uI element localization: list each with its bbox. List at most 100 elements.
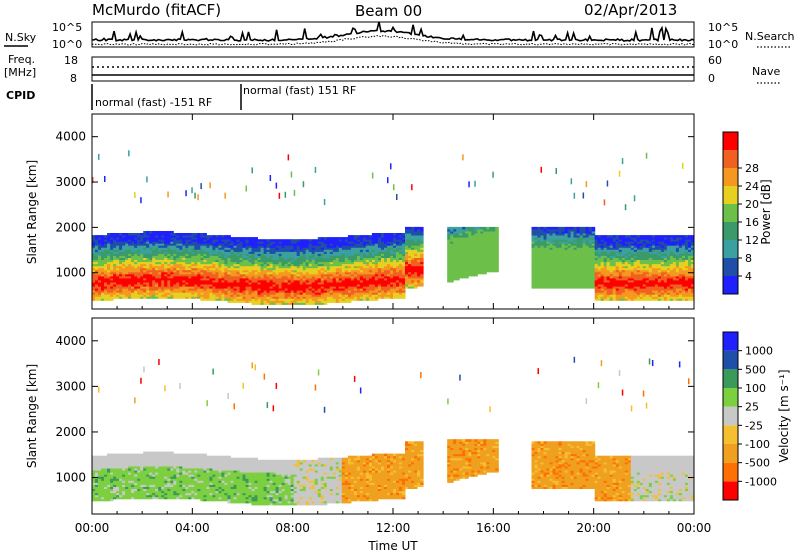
power-cell <box>317 300 322 303</box>
power-cell <box>537 253 541 256</box>
power-cell <box>531 269 535 273</box>
power-cell <box>104 292 108 295</box>
power-cell <box>290 275 295 279</box>
power-cell <box>278 241 283 244</box>
power-cell <box>182 241 186 244</box>
power-cell <box>417 284 421 287</box>
power-cell <box>609 263 614 267</box>
power-cell <box>405 249 409 252</box>
power-cell <box>537 235 541 238</box>
power-cell <box>570 245 575 248</box>
power-cell <box>212 282 216 285</box>
power-cell <box>155 269 159 273</box>
power-cell <box>275 249 280 252</box>
power-cell <box>101 259 105 263</box>
power-cell <box>453 265 457 269</box>
power-cell <box>320 275 325 279</box>
power-cell <box>248 277 252 281</box>
power-cell <box>122 237 126 240</box>
power-cell <box>326 251 331 254</box>
power-cell <box>95 294 99 297</box>
power-cell <box>275 263 280 267</box>
power-cell <box>206 275 210 279</box>
power-cell <box>185 237 189 240</box>
power-cell <box>347 261 352 265</box>
power-cell <box>387 275 391 279</box>
power-cell <box>329 267 334 271</box>
power-cell <box>456 241 460 244</box>
power-cell <box>164 243 168 246</box>
power-cell <box>344 290 349 293</box>
power-cell <box>200 277 204 281</box>
power-cell <box>164 277 168 281</box>
power-cell <box>393 249 397 252</box>
power-cell <box>408 245 412 248</box>
power-cell <box>257 247 261 250</box>
power-cell <box>251 288 255 291</box>
power-cell <box>266 267 271 271</box>
power-cell <box>311 257 316 260</box>
power-cell <box>552 263 556 267</box>
power-cell <box>399 282 403 285</box>
power-cell <box>302 243 307 246</box>
power-cell <box>176 239 180 242</box>
power-cell <box>278 288 283 291</box>
power-cell <box>245 255 249 258</box>
power-cell <box>281 243 286 246</box>
power-cell <box>468 261 472 265</box>
power-cell <box>546 261 550 265</box>
power-cell <box>347 253 352 256</box>
power-cell <box>329 253 334 256</box>
power-cell <box>236 261 240 265</box>
power-cell <box>492 261 496 265</box>
power-cell <box>582 261 587 265</box>
power-cell <box>188 269 192 273</box>
power-cell <box>486 245 490 248</box>
power-cell <box>350 294 355 297</box>
power-cell <box>299 277 304 281</box>
power-cell <box>164 280 168 283</box>
power-cell <box>365 247 370 250</box>
power-cell <box>194 253 198 256</box>
power-cell <box>182 249 186 252</box>
power-cell <box>191 251 195 254</box>
power-cell <box>155 241 159 244</box>
power-cell <box>119 277 123 281</box>
power-cell <box>588 259 593 263</box>
power-cell <box>381 294 385 297</box>
power-cell <box>194 286 198 289</box>
power-cell <box>489 253 493 256</box>
power-cell <box>537 275 541 279</box>
power-cell <box>206 269 210 273</box>
power-cell <box>414 253 418 256</box>
power-cell <box>606 290 611 293</box>
power-cell <box>564 226 569 230</box>
power-cell <box>537 282 541 285</box>
power-cell <box>591 249 596 252</box>
power-cell <box>299 249 304 252</box>
power-cell <box>212 286 216 289</box>
power-cell <box>101 245 105 248</box>
power-cell <box>218 269 222 273</box>
power-cell <box>203 280 207 283</box>
power-cell <box>203 296 207 299</box>
power-cell <box>495 233 499 236</box>
power-cell <box>332 265 337 269</box>
power-cell <box>387 286 391 289</box>
power-cell <box>251 300 255 303</box>
power-cell <box>212 294 216 297</box>
power-cell <box>570 251 575 254</box>
power-cell <box>495 253 499 256</box>
power-cell <box>371 265 376 269</box>
power-cell <box>323 284 328 287</box>
power-cell <box>384 241 388 244</box>
power-cell <box>113 259 117 263</box>
power-cell <box>405 261 409 265</box>
power-cell <box>257 288 261 291</box>
power-cell <box>405 257 409 260</box>
power-cell <box>173 251 177 254</box>
power-cell <box>347 286 352 289</box>
power-cell <box>480 255 484 258</box>
power-cell <box>140 269 144 273</box>
power-cell <box>236 251 240 254</box>
